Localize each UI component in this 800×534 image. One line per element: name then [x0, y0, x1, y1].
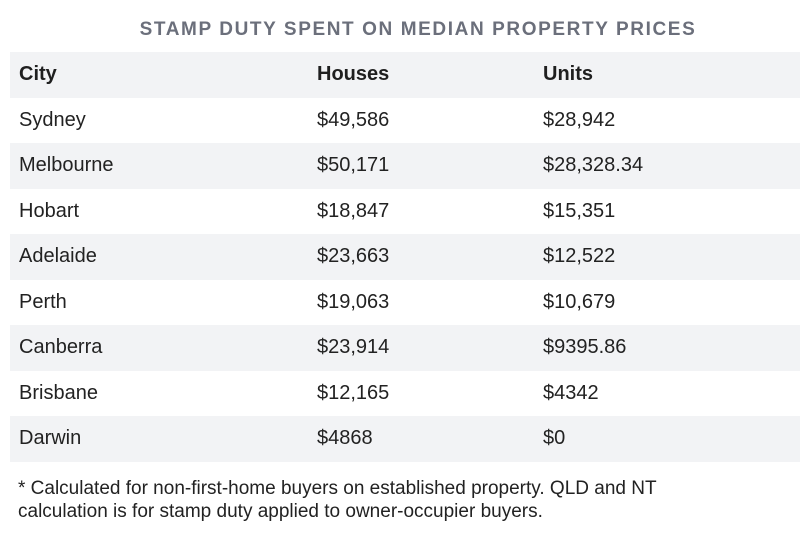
column-header-units: Units — [543, 63, 593, 86]
footnote: * Calculated for non-first-home buyers o… — [18, 477, 793, 523]
footnote-line-2: calculation is for stamp duty applied to… — [18, 501, 543, 522]
cell-city: Brisbane — [19, 381, 98, 404]
table-row: Sydney $49,586 $28,942 — [10, 98, 800, 144]
cell-houses: $12,165 — [317, 381, 390, 404]
footnote-line-1: * Calculated for non-first-home buyers o… — [18, 478, 657, 499]
cell-houses: $4868 — [317, 427, 373, 450]
cell-houses: $19,063 — [317, 290, 390, 313]
table-row: Melbourne $50,171 $28,328.34 — [10, 143, 800, 189]
table-body: Sydney $49,586 $28,942 Melbourne $50,171 $28,… — [10, 98, 800, 462]
cell-units: $9395.86 — [543, 336, 627, 359]
cell-units: $10,679 — [543, 290, 616, 313]
cell-city: Melbourne — [19, 154, 114, 177]
cell-city: Hobart — [19, 199, 80, 222]
cell-units: $0 — [543, 427, 566, 450]
table-row: Canberra $23,914 $9395.86 — [10, 325, 800, 371]
cell-houses: $50,171 — [317, 154, 390, 177]
cell-units: $12,522 — [543, 245, 616, 268]
data-table: City Houses Units Sydney $49,586 $28,942 Me… — [10, 52, 800, 462]
cell-units: $28,942 — [543, 108, 616, 131]
column-header-houses: Houses — [317, 63, 390, 86]
cell-houses: $18,847 — [317, 199, 390, 222]
cell-city: Darwin — [19, 427, 82, 450]
table-row: Hobart $18,847 $15,351 — [10, 189, 800, 235]
cell-units: $15,351 — [543, 199, 616, 222]
cell-houses: $49,586 — [317, 108, 390, 131]
cell-city: Canberra — [19, 336, 103, 359]
cell-houses: $23,663 — [317, 245, 390, 268]
cell-city: Perth — [19, 290, 67, 313]
chart-title: STAMP DUTY SPENT ON MEDIAN PROPERTY PRIC… — [139, 19, 697, 40]
table-row: Adelaide $23,663 $12,522 — [10, 234, 800, 280]
cell-units: $4342 — [543, 381, 599, 404]
cell-units: $28,328.34 — [543, 154, 644, 177]
column-header-city: City — [19, 63, 57, 86]
table-row: Darwin $4868 $0 — [10, 416, 800, 462]
cell-city: Sydney — [19, 108, 86, 131]
table-row: Brisbane $12,165 $4342 — [10, 371, 800, 417]
cell-houses: $23,914 — [317, 336, 390, 359]
table-row: Perth $19,063 $10,679 — [10, 280, 800, 326]
cell-city: Adelaide — [19, 245, 97, 268]
table-header-row: City Houses Units — [10, 52, 800, 98]
